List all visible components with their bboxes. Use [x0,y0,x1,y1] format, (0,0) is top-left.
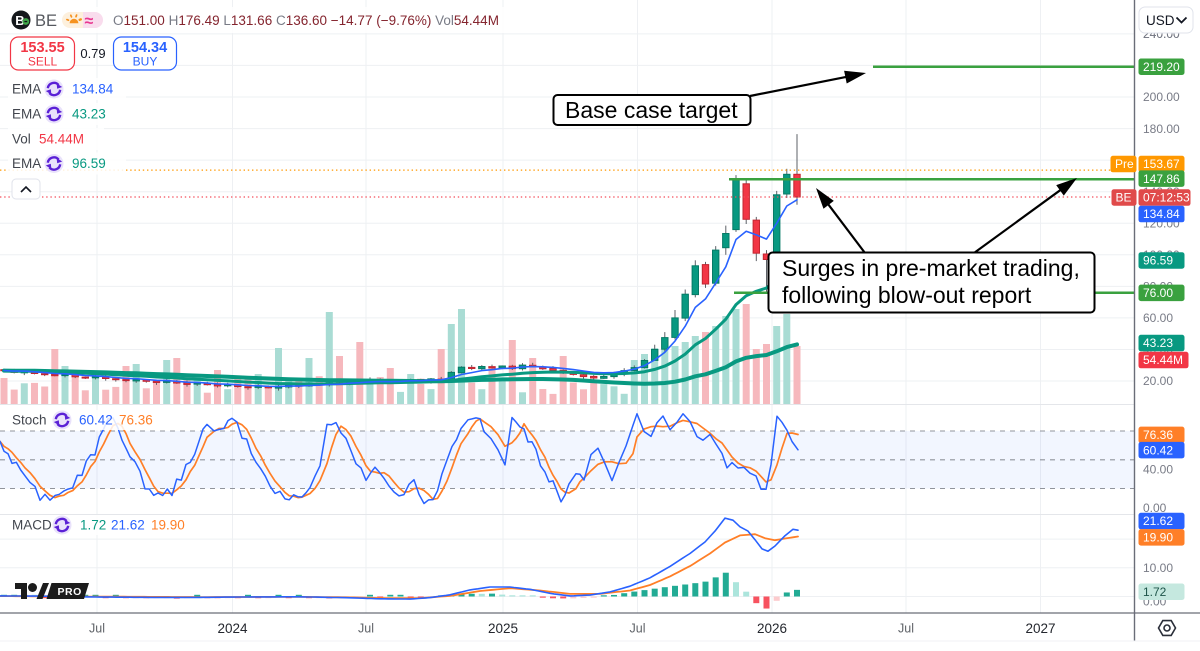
svg-text:200.00: 200.00 [1143,90,1180,104]
svg-text:USD: USD [1146,13,1175,28]
svg-text:0.79: 0.79 [80,46,105,61]
svg-text:Jul: Jul [358,622,374,636]
svg-text:60.42: 60.42 [1143,443,1173,457]
svg-text:≈: ≈ [85,13,94,30]
svg-text:2024: 2024 [217,621,248,636]
svg-text:EMA: EMA [12,156,41,171]
svg-text:MACD: MACD [12,518,52,533]
svg-text:96.59: 96.59 [1143,254,1173,268]
svg-text:219.20: 219.20 [1143,60,1180,74]
svg-text:1.72: 1.72 [80,518,106,533]
svg-text:76.36: 76.36 [119,413,153,428]
svg-text:20.00: 20.00 [1143,374,1173,388]
svg-text:Pre: Pre [1115,157,1134,171]
svg-text:2026: 2026 [757,621,787,636]
svg-text:2025: 2025 [488,621,518,636]
svg-text:21.62: 21.62 [1143,514,1173,528]
svg-text:Stoch: Stoch [12,413,47,428]
svg-text:21.62: 21.62 [111,518,145,533]
svg-text:180.00: 180.00 [1143,122,1180,136]
svg-text:60.00: 60.00 [1143,311,1173,325]
svg-text:43.23: 43.23 [1143,336,1173,350]
svg-text:O151.00 H176.49 L131.66 C136.6: O151.00 H176.49 L131.66 C136.60 −14.77 (… [113,13,499,28]
svg-text:BE: BE [1116,191,1132,205]
svg-text:2027: 2027 [1025,621,1055,636]
svg-text:Surges in pre-market trading,: Surges in pre-market trading, [782,255,1080,281]
svg-text:19.90: 19.90 [1143,531,1173,545]
svg-text:134.84: 134.84 [72,82,114,97]
svg-text:76.36: 76.36 [1143,428,1173,442]
svg-text:1.72: 1.72 [1143,585,1167,599]
svg-text:147.86: 147.86 [1143,172,1180,186]
svg-text:60.42: 60.42 [79,413,113,428]
svg-text:EMA: EMA [12,82,41,97]
svg-text:BUY: BUY [133,55,158,69]
svg-text:07:12:53: 07:12:53 [1143,191,1190,205]
svg-text:54.44M: 54.44M [1143,353,1183,367]
svg-text:Base case target: Base case target [565,97,738,123]
svg-text:Jul: Jul [89,622,105,636]
svg-text:Jul: Jul [630,622,646,636]
svg-text:96.59: 96.59 [72,156,106,171]
svg-text:40.00: 40.00 [1143,463,1173,477]
svg-text:153.67: 153.67 [1143,157,1180,171]
svg-text:EMA: EMA [12,107,41,122]
svg-text:43.23: 43.23 [72,107,106,122]
svg-text:PRO: PRO [58,586,82,598]
svg-text:BE: BE [35,12,57,30]
svg-text:Vol: Vol [12,132,31,147]
svg-text:10.00: 10.00 [1143,561,1173,575]
svg-text:19.90: 19.90 [151,518,185,533]
svg-text:76.00: 76.00 [1143,286,1173,300]
svg-text:54.44M: 54.44M [39,132,84,147]
svg-text:Jul: Jul [898,622,914,636]
svg-text:134.84: 134.84 [1143,207,1180,221]
svg-text:SELL: SELL [28,55,58,69]
svg-text:following blow-out report: following blow-out report [782,282,1032,308]
